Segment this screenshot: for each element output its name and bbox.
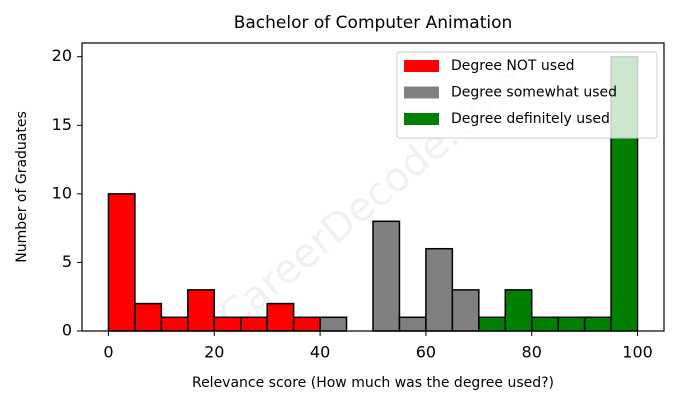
legend-label: Degree somewhat used <box>451 85 617 101</box>
legend-swatch <box>404 60 439 72</box>
bar <box>478 316 507 332</box>
bar <box>319 316 348 332</box>
y-tick-label: 15 <box>52 115 72 134</box>
chart-title: Bachelor of Computer Animation <box>234 13 513 33</box>
bar <box>504 289 533 332</box>
legend-swatch <box>404 86 439 99</box>
x-axis-label: Relevance score (How much was the degree… <box>192 375 554 391</box>
bar <box>425 247 454 332</box>
x-tick-label: 40 <box>310 343 330 362</box>
bar <box>583 316 612 332</box>
bar <box>187 289 216 332</box>
x-tick-label: 0 <box>103 343 113 362</box>
x-tick-label: 60 <box>416 343 436 362</box>
x-tick-label: 80 <box>522 343 542 362</box>
bar <box>557 316 586 332</box>
bar <box>107 193 136 332</box>
y-tick-label: 0 <box>62 321 72 340</box>
x-tick-label: 20 <box>204 343 224 362</box>
bar <box>451 289 480 332</box>
plot-frame <box>81 42 665 332</box>
bar <box>134 302 163 332</box>
bar <box>530 316 559 332</box>
y-tick-label: 20 <box>52 46 72 65</box>
legend-swatch <box>404 113 439 125</box>
legend-box <box>396 51 658 139</box>
bar <box>213 316 242 332</box>
y-tick-label: 5 <box>62 252 72 271</box>
y-axis-label: Number of Graduates <box>14 111 30 263</box>
bar <box>292 316 321 332</box>
bar <box>266 302 295 332</box>
legend-label: Degree NOT used <box>451 58 575 74</box>
x-tick-label: 100 <box>622 343 653 362</box>
y-tick-label: 10 <box>52 183 72 202</box>
bar <box>160 316 189 332</box>
bar <box>372 220 401 332</box>
bar <box>398 316 427 332</box>
legend-label: Degree definitely used <box>451 111 610 127</box>
bar <box>239 316 268 332</box>
